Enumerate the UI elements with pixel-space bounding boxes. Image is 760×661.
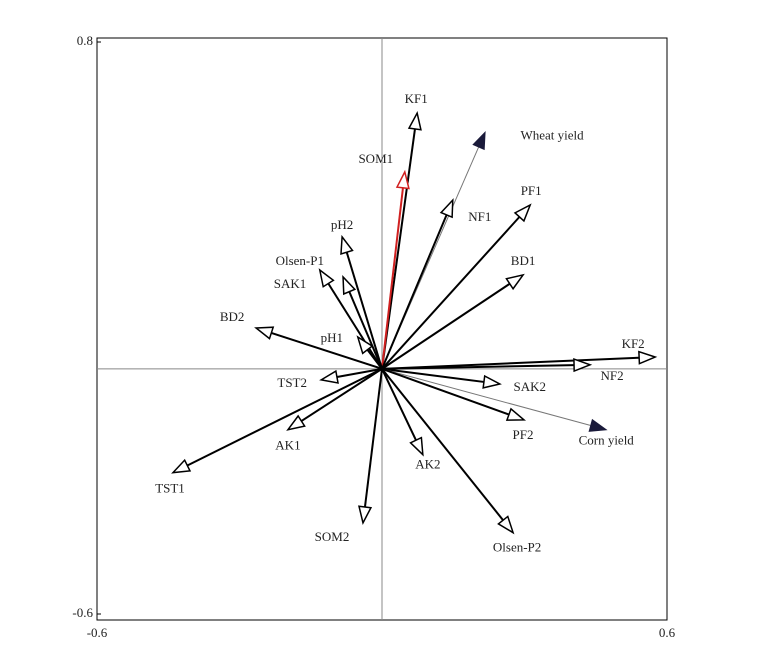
- arrow-shaft: [366, 349, 383, 370]
- arrow-head: [638, 350, 658, 365]
- arrow-label: Olsen-P2: [493, 540, 541, 555]
- arrow-label: BD1: [511, 253, 536, 268]
- arrow-shaft: [186, 367, 383, 467]
- arrow-shaft: [381, 367, 510, 416]
- arrow-shaft: [381, 282, 511, 370]
- arrow-label: TST1: [155, 481, 185, 496]
- arrow-shaft: [327, 282, 383, 370]
- arrow-shaft: [381, 216, 521, 370]
- arrow-label: NF1: [468, 209, 491, 224]
- arrow-label: AK2: [415, 457, 440, 472]
- arrow-label: KF1: [405, 91, 428, 106]
- arrow-head: [513, 203, 532, 223]
- x-tick-label: -0.6: [87, 625, 108, 640]
- arrow-head: [395, 169, 410, 190]
- arrow-shaft: [381, 187, 404, 369]
- arrow-label: KF2: [622, 336, 645, 351]
- arrow-head: [171, 458, 192, 474]
- arrow-head: [340, 234, 354, 255]
- arrow-label: BD2: [220, 309, 245, 324]
- arrow-label: pH2: [331, 217, 353, 232]
- arrow-head: [497, 515, 515, 535]
- arrow-head: [439, 198, 454, 219]
- arrow-label: Olsen-P1: [276, 253, 324, 268]
- arrow-head: [254, 326, 275, 340]
- arrow-head: [319, 369, 339, 384]
- arrow-label: NF2: [600, 368, 623, 383]
- arrow-shaft: [363, 368, 383, 508]
- arrow-label: TST2: [277, 375, 307, 390]
- arrow-shaft: [348, 291, 383, 370]
- arrow-label: SOM1: [358, 151, 393, 166]
- arrow-shaft: [381, 368, 504, 521]
- arrow-shaft: [381, 356, 640, 370]
- arrow-head: [342, 274, 357, 296]
- arrow-head: [505, 273, 525, 291]
- arrow-shaft: [271, 331, 383, 370]
- arrow-shaft: [381, 214, 448, 370]
- arrow-head: [407, 110, 422, 131]
- arrow-label: PF2: [513, 427, 534, 442]
- arrow-shaft: [381, 367, 485, 383]
- arrow-head: [356, 335, 374, 355]
- arrow-label: AK1: [275, 438, 300, 453]
- arrow-head: [409, 436, 424, 457]
- arrow-label: SAK1: [274, 276, 307, 291]
- arrow-shaft: [300, 368, 383, 422]
- arrow-head: [358, 505, 373, 526]
- arrow-shaft: [381, 368, 591, 427]
- arrow-head: [286, 414, 306, 431]
- arrow-head: [318, 268, 335, 288]
- arrow-label: pH1: [321, 330, 343, 345]
- arrow-label: Corn yield: [579, 433, 635, 448]
- arrow-head: [482, 374, 502, 389]
- y-tick-label: -0.6: [72, 605, 93, 620]
- y-tick-label: 0.8: [77, 33, 93, 48]
- arrow-label: Wheat yield: [520, 127, 584, 142]
- arrow-shaft: [336, 367, 383, 379]
- arrow-label: SAK2: [514, 379, 547, 394]
- arrow-head: [573, 358, 593, 373]
- arrow-head: [505, 407, 527, 421]
- arrow-shaft: [345, 251, 383, 370]
- arrow-head: [472, 130, 486, 151]
- arrow-label: SOM2: [315, 529, 350, 544]
- arrow-shaft: [381, 364, 575, 370]
- arrow-label: PF1: [521, 183, 542, 198]
- arrow-shaft: [381, 368, 417, 441]
- x-tick-label: 0.6: [659, 625, 676, 640]
- arrow-head: [588, 418, 608, 432]
